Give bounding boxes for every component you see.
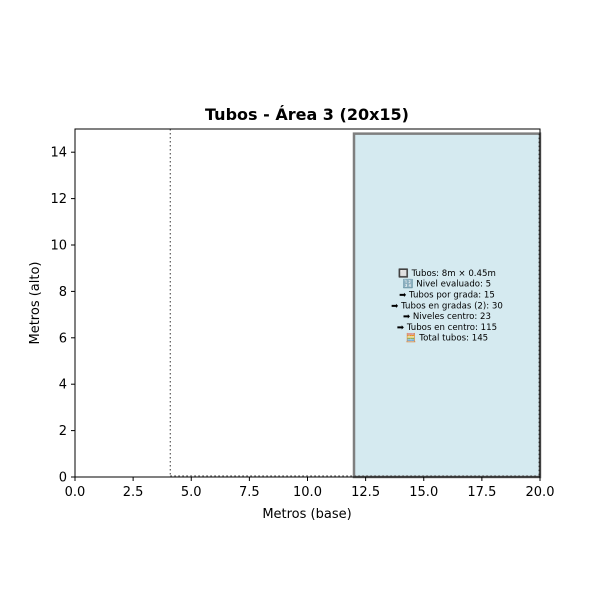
x-tick-label: 5.0 — [181, 485, 202, 500]
x-tick-label: 2.5 — [123, 485, 144, 500]
y-tick-label: 8 — [59, 285, 67, 300]
x-tick-label: 17.5 — [467, 485, 496, 500]
plot-area: 🔲 Tubos: 8m × 0.45m🔢 Nivel evaluado: 5➡ … — [169, 129, 542, 479]
x-tick-label: 15.0 — [409, 485, 438, 500]
y-tick-label: 0 — [59, 471, 67, 486]
info-text-line: 🔢 Nivel evaluado: 5 — [403, 279, 491, 290]
filled-area — [352, 132, 542, 479]
y-tick-label: 2 — [59, 424, 67, 439]
x-tick-label: 0.0 — [65, 485, 86, 500]
info-text-line: 🔲 Tubos: 8m × 0.45m — [398, 268, 496, 279]
info-text-line: ➡ Tubos por grada: 15 — [399, 291, 495, 301]
x-axis-label: Metros (base) — [262, 507, 351, 522]
info-text-line: ➡ Niveles centro: 23 — [403, 312, 491, 322]
chart-title: Tubos - Área 3 (20x15) — [205, 105, 409, 124]
x-tick-label: 10.0 — [293, 485, 322, 500]
axes: 0.0 2.5 5.0 7.5 10.0 12.5 15.0 17.5 20.0 0 2 4 6 8 10 1… — [50, 128, 555, 500]
y-tick-label: 14 — [50, 146, 67, 161]
info-text-line: ➡ Tubos en centro: 115 — [397, 323, 497, 333]
x-tick-label: 12.5 — [351, 485, 380, 500]
y-tick-label: 10 — [50, 239, 67, 254]
y-axis-label: Metros (alto) — [28, 261, 43, 344]
info-text-line: ➡ Tubos en gradas (2): 30 — [391, 301, 503, 311]
x-tick-label: 7.5 — [239, 485, 260, 500]
info-text-line: 🧮 Total tubos: 145 — [406, 333, 488, 344]
y-tick-label: 6 — [59, 331, 67, 346]
y-tick-label: 12 — [50, 192, 67, 207]
y-tick-label: 4 — [59, 378, 67, 393]
x-tick-label: 20.0 — [526, 485, 555, 500]
